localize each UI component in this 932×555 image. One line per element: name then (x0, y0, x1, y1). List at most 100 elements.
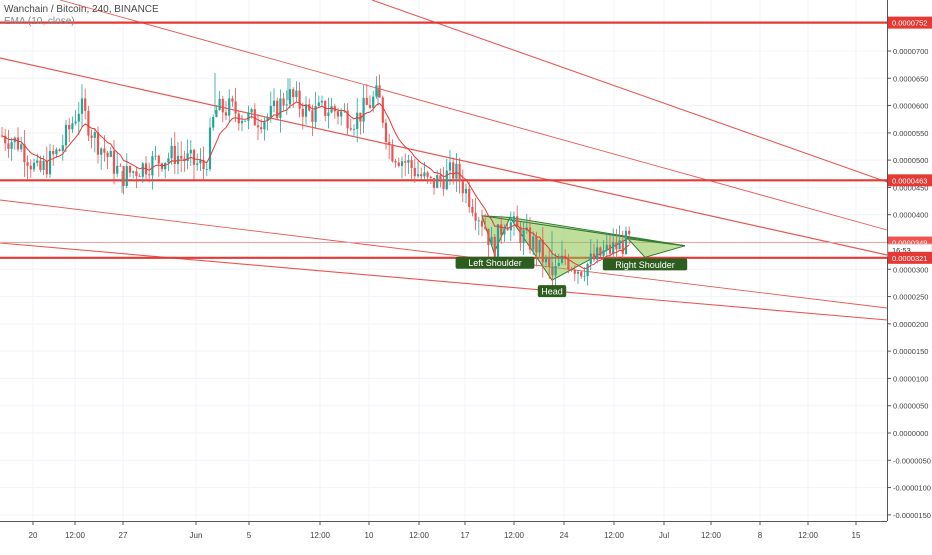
candle-body (471, 207, 473, 213)
candle-body (625, 231, 627, 254)
chart-title: Wanchain / Bitcoin, 240, BINANCE (4, 4, 159, 15)
candle-body (439, 175, 441, 179)
candle-body (363, 98, 365, 122)
candle-body (494, 237, 496, 257)
candle-body (139, 176, 141, 177)
candle-body (225, 112, 227, 115)
candle-body (62, 145, 64, 151)
price-tick-label: 0.0000300 (893, 265, 928, 274)
candle-body (443, 179, 445, 189)
candle-body (407, 160, 409, 163)
candle-body (283, 98, 285, 105)
candle-body (151, 156, 153, 175)
candle-body (590, 254, 592, 264)
indicator-name: EMA (10, close) (4, 16, 75, 27)
candle-body (580, 272, 582, 277)
grid (0, 0, 887, 521)
candle-body (49, 151, 51, 174)
candle-body (43, 161, 45, 170)
candle-body (129, 166, 131, 173)
candle-body (372, 97, 374, 108)
candle-body (382, 97, 384, 122)
candle-body (619, 240, 621, 249)
candle-body (398, 163, 400, 166)
candle-body (567, 259, 569, 269)
candle-body (532, 237, 534, 250)
candle-body (548, 258, 550, 266)
candle-body (97, 132, 99, 155)
candle-body (513, 216, 515, 222)
candle-body (123, 166, 125, 186)
candle-body (39, 161, 41, 170)
candle-body (30, 166, 32, 170)
price-tick-label: 0.0000600 (893, 102, 928, 111)
candle-body (523, 230, 525, 243)
candle-body (535, 237, 537, 253)
candle-body (436, 175, 438, 188)
candle-body (391, 145, 393, 161)
time-tick-label: Jun (190, 531, 203, 540)
candle-body (484, 227, 486, 229)
candle-body (446, 171, 448, 190)
candle-body (135, 171, 137, 176)
candle-body (292, 89, 294, 97)
candle-body (36, 161, 38, 163)
candle-body (33, 163, 35, 170)
candle-body (491, 237, 493, 245)
time-tick-label: 20 (29, 531, 38, 540)
candle-body (583, 276, 585, 277)
candle-body (180, 156, 182, 158)
candle-body (606, 245, 608, 250)
candle-body (161, 163, 163, 169)
candle-body (212, 117, 214, 128)
price-label: 0.0000752 (892, 19, 927, 28)
candle-body (388, 142, 390, 145)
candle-body (27, 162, 29, 166)
candle-body (167, 158, 169, 162)
candle-body (587, 264, 589, 276)
candle-body (59, 149, 61, 150)
candle-body (260, 127, 262, 129)
candle-body (462, 182, 464, 194)
left-shoulder-shape (482, 216, 510, 253)
candle-body (107, 153, 109, 157)
price-tick-label: 0.0000700 (893, 47, 928, 56)
candle-body (331, 106, 333, 112)
candle-body (539, 240, 541, 253)
candle-body (395, 161, 397, 162)
candle-body (603, 250, 605, 256)
price-label: 0.0000321 (892, 254, 927, 263)
candle-body (231, 98, 233, 101)
candle-body (366, 98, 368, 105)
candle-body (468, 189, 470, 207)
candle-body (193, 150, 195, 165)
candle-body (599, 247, 601, 255)
candle-body (142, 163, 144, 177)
candle-body (273, 101, 275, 106)
candle-body (17, 138, 19, 150)
candle-body (113, 151, 115, 174)
candle-body (555, 266, 557, 275)
candle-body (545, 258, 547, 262)
candle-body (414, 168, 416, 176)
candle-body (503, 228, 505, 234)
candle-body (593, 254, 595, 260)
candle-body (337, 111, 339, 116)
candle-body (420, 174, 422, 176)
candle-body (187, 153, 189, 161)
time-tick-label: 5 (247, 531, 252, 540)
candle-body (459, 164, 461, 182)
pattern-label: Left Shoulder (468, 258, 522, 268)
candle-body (81, 98, 83, 113)
candle-body (379, 85, 381, 97)
pattern-label: Head (541, 287, 563, 297)
candle-body (417, 174, 419, 176)
candle-body (103, 149, 105, 153)
candle-body (327, 112, 329, 115)
candle-body (289, 89, 291, 104)
time-tick-label: 12:00 (798, 531, 819, 540)
candle-body (78, 114, 80, 122)
